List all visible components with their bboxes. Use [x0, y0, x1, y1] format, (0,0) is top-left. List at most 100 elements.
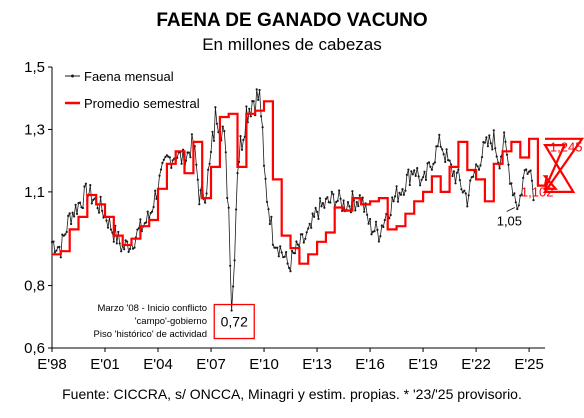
monthly-point [261, 126, 264, 129]
monthly-point [314, 206, 317, 210]
monthly-point [161, 161, 164, 164]
monthly-point [323, 206, 326, 209]
monthly-point [491, 148, 494, 151]
monthly-point [404, 189, 407, 192]
monthly-point [513, 192, 516, 195]
monthly-point [55, 249, 58, 252]
monthly-point [329, 201, 332, 204]
monthly-point [64, 233, 67, 236]
monthly-point [405, 173, 408, 176]
annotation-105-leader [506, 207, 515, 212]
monthly-point [407, 168, 410, 171]
monthly-line-path [51, 89, 534, 311]
monthly-point [242, 138, 245, 141]
monthly-point [65, 230, 68, 234]
monthly-point [463, 189, 466, 192]
monthly-point [451, 174, 454, 178]
monthly-point [290, 249, 294, 252]
axes: 0,6 0,8 1,1 1,3 1,5 E'98 E'01 E'04 E'07 E'10 E'13 E… [24, 59, 545, 373]
monthly-point [170, 166, 173, 169]
monthly-point [398, 191, 401, 194]
monthly-point [124, 239, 127, 242]
monthly-point [207, 168, 210, 171]
monthly-point [123, 248, 126, 251]
monthly-point [276, 246, 279, 249]
monthly-point [324, 197, 327, 200]
monthly-point [90, 202, 93, 205]
monthly-point [516, 207, 519, 211]
monthly-point [190, 133, 193, 136]
monthly-point [98, 211, 101, 214]
monthly-point [377, 240, 380, 243]
monthly-point [158, 174, 161, 177]
monthly-point [514, 201, 517, 204]
monthly-point [152, 205, 155, 209]
monthly-point [280, 251, 283, 254]
monthly-point [330, 190, 333, 193]
monthly-point [321, 202, 324, 205]
monthly-point [71, 211, 74, 214]
monthly-point [448, 159, 451, 162]
monthly-point [224, 151, 227, 154]
monthly-point [320, 205, 323, 208]
monthly-point [399, 193, 403, 196]
monthly-point [392, 200, 395, 203]
monthly-point [262, 164, 266, 167]
monthly-point [62, 234, 65, 237]
monthly-point [422, 176, 425, 179]
x-tick-label: E'13 [302, 356, 332, 373]
monthly-point [503, 131, 506, 134]
monthly-point [430, 168, 433, 171]
monthly-point [424, 178, 428, 181]
monthly-point [530, 179, 534, 182]
monthly-point [410, 170, 413, 173]
monthly-point [367, 222, 370, 225]
annotation-072: 0,72 [221, 314, 248, 330]
monthly-point [283, 255, 286, 258]
monthly-point [313, 215, 316, 218]
monthly-point [258, 88, 261, 92]
monthly-point [205, 192, 208, 195]
monthly-point [127, 250, 130, 253]
monthly-point [351, 190, 354, 193]
monthly-point [195, 163, 198, 166]
semester-step-path [52, 100, 584, 265]
monthly-point [402, 193, 405, 196]
monthly-point [271, 243, 274, 246]
monthly-point [427, 161, 431, 164]
annotation-1245: 1,245 [550, 140, 583, 155]
monthly-point [209, 150, 213, 154]
monthly-point [308, 222, 311, 225]
monthly-point [504, 140, 507, 143]
semester-series [52, 100, 584, 265]
monthly-point [498, 167, 501, 170]
monthly-point [59, 256, 62, 259]
monthly-point [438, 133, 441, 136]
monthly-point [257, 98, 260, 101]
monthly-point [444, 160, 447, 163]
monthly-point [511, 194, 514, 197]
monthly-point [211, 130, 214, 133]
monthly-point [316, 210, 319, 213]
x-tick-label: E'01 [90, 356, 120, 373]
monthly-point [245, 105, 248, 108]
monthly-point [318, 197, 322, 200]
monthly-point [53, 251, 57, 254]
monthly-point [288, 266, 291, 269]
callout-box [213, 303, 255, 340]
monthly-point [480, 156, 484, 159]
monthly-point [395, 185, 398, 188]
monthly-point [226, 196, 229, 200]
monthly-point [458, 179, 461, 182]
monthly-point [483, 141, 486, 144]
monthly-point [383, 218, 386, 222]
monthly-point [171, 159, 174, 162]
monthly-point [120, 250, 123, 253]
legend-semester-label: Promedio semestral [84, 96, 200, 111]
monthly-point [293, 252, 297, 255]
monthly-point [148, 216, 151, 219]
monthly-point [411, 173, 414, 176]
monthly-point [296, 243, 299, 246]
monthly-point [260, 115, 263, 118]
chart-title: FAENA DE GANADO VACUNO [156, 10, 428, 31]
